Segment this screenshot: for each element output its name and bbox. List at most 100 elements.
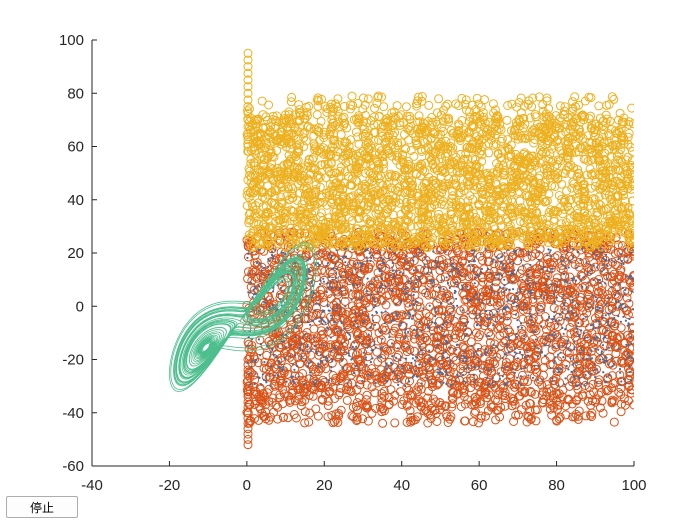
point-blue [491,347,494,350]
point-blue [461,373,465,377]
point-blue [462,359,465,362]
point-orange [549,391,559,400]
point-blue [548,345,551,348]
point-orange [508,275,518,285]
point-blue [369,259,372,262]
point-blue [507,336,510,339]
point-orange [317,265,327,275]
point-blue [423,292,426,295]
point-blue [485,377,489,380]
point-orange [278,413,288,422]
point-orange [396,387,405,397]
point-blue [307,362,310,365]
point-blue [326,262,329,265]
point-blue [365,256,368,259]
point-orange [577,271,587,281]
point-blue [532,324,535,327]
point-blue [479,253,482,256]
point-blue [397,365,400,368]
point-blue [330,366,333,369]
point-blue [300,354,303,358]
point-orange [526,387,536,397]
point-blue [322,320,325,323]
point-orange [594,302,604,312]
point-orange [273,402,283,412]
point-orange [537,380,547,390]
point-orange [351,401,361,411]
point-blue [539,304,543,307]
point-blue [476,298,479,301]
point-orange [460,416,470,426]
point-blue [277,292,280,296]
point-blue [505,365,509,368]
point-blue [539,351,542,354]
point-blue [339,306,342,310]
point-blue [602,337,605,340]
point-blue [528,285,532,288]
point-blue [430,271,433,274]
point-orange [383,346,392,356]
point-blue [586,336,589,339]
point-blue [625,255,628,258]
point-blue [380,311,383,314]
point-blue [536,355,540,358]
point-blue [514,313,517,316]
point-orange [565,272,575,282]
point-blue [385,368,388,371]
point-blue [425,370,428,373]
point-blue [435,310,438,313]
point-blue [407,380,411,383]
point-orange [252,257,262,267]
point-orange [510,361,520,371]
point-blue [375,311,378,314]
point-blue [595,253,598,257]
point-blue [436,339,439,342]
point-orange [588,396,597,406]
point-blue [421,349,424,352]
point-orange [420,265,430,275]
point-blue [528,253,531,256]
point-orange [406,391,416,401]
point-blue [387,287,391,290]
point-blue [617,282,620,285]
point-blue [420,329,423,332]
point-blue [558,319,561,322]
point-blue [564,299,567,302]
point-orange [531,416,541,426]
point-blue [605,356,608,359]
point-blue [398,271,401,274]
point-blue [368,338,371,341]
point-blue [437,250,440,253]
point-blue [335,280,338,283]
point-blue [280,251,283,254]
point-blue [438,286,441,289]
point-blue [272,255,275,258]
point-blue [463,322,466,325]
point-blue [258,280,261,283]
point-blue [583,376,586,380]
point-blue [299,342,302,345]
point-orange [354,393,364,403]
point-blue [335,276,338,279]
point-orange [295,359,305,369]
point-orange [379,391,389,401]
point-blue [541,378,544,381]
point-orange [352,283,362,292]
point-orange [548,360,558,370]
point-blue [494,261,497,264]
point-orange [352,398,362,407]
point-orange [580,281,590,291]
point-blue [559,336,562,339]
point-orange [516,339,526,349]
point-blue [371,254,374,257]
point-blue [452,304,455,307]
point-blue [530,318,533,322]
point-blue [399,359,402,362]
point-blue [562,332,565,335]
point-blue [581,285,584,288]
point-blue [519,290,522,293]
point-blue [492,258,495,261]
point-blue [473,282,476,285]
point-orange [518,314,528,324]
point-blue [507,271,510,274]
